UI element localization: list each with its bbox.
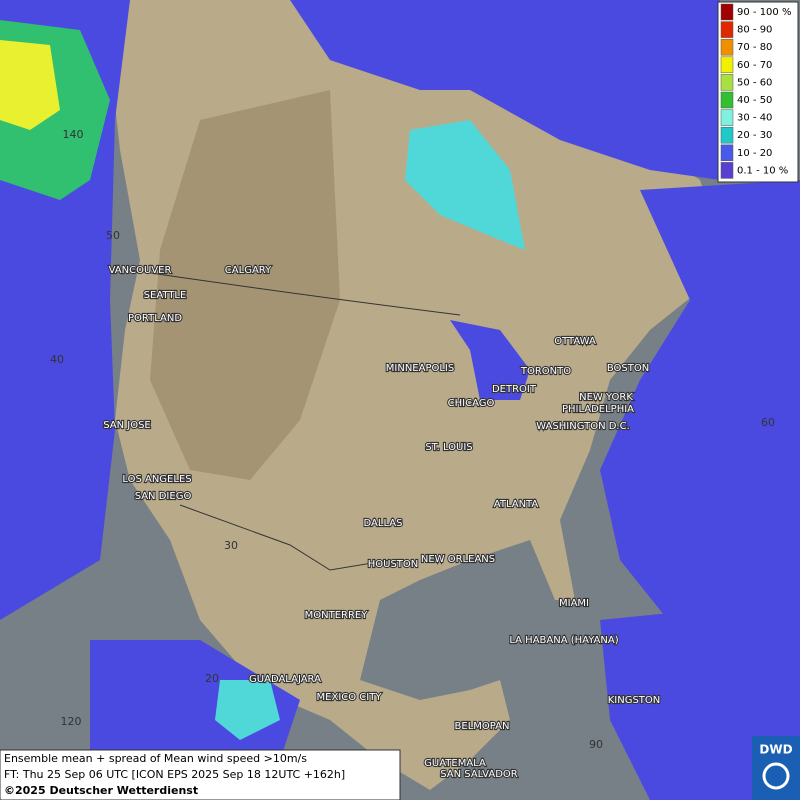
legend-swatch bbox=[720, 56, 734, 74]
grid-label: 120 bbox=[61, 715, 82, 728]
city-label: KINGSTON bbox=[608, 695, 661, 706]
city-label: VANCOUVER bbox=[109, 265, 172, 276]
city-label: LA HABANA (HAYANA) bbox=[509, 635, 618, 646]
wind-pacific-peak bbox=[0, 40, 60, 130]
grid-label: 30 bbox=[224, 539, 238, 552]
city-label: GUATEMALA bbox=[424, 758, 486, 769]
grid-label: 60 bbox=[761, 416, 775, 429]
grid-label: 50 bbox=[106, 229, 120, 242]
legend-swatch bbox=[720, 3, 734, 21]
city-label: CALGARY bbox=[225, 265, 272, 276]
city-label: WASHINGTON D.C. bbox=[536, 421, 630, 432]
wind-mexico-pacific-high bbox=[215, 680, 280, 740]
city-label: MONTERREY bbox=[305, 610, 369, 621]
border bbox=[179, 504, 391, 571]
wind-atlantic bbox=[600, 180, 800, 700]
wind-great-lakes bbox=[450, 320, 530, 400]
city-label: DALLAS bbox=[364, 518, 403, 529]
grid-label: 140 bbox=[63, 128, 84, 141]
legend-label: 50 - 60 bbox=[737, 77, 772, 88]
city-label: SEATTLE bbox=[144, 290, 187, 301]
grid-label: 20 bbox=[205, 672, 219, 685]
city-label: ST. LOUIS bbox=[425, 442, 472, 453]
legend-label: 90 - 100 % bbox=[737, 7, 791, 18]
legend-swatch bbox=[720, 91, 734, 109]
legend-label: 40 - 50 bbox=[737, 95, 772, 106]
city-label: BOSTON bbox=[607, 363, 649, 374]
footer-line: ©2025 Deutscher Wetterdienst bbox=[4, 784, 198, 797]
logo-text: DWD bbox=[759, 743, 792, 757]
logo-swirl bbox=[762, 762, 790, 790]
wind-arctic bbox=[290, 0, 720, 180]
legend-label: 30 - 40 bbox=[737, 113, 772, 124]
labels: 90 - 100 % 80 - 90 70 - 80 60 - 70 50 - 60 40… bbox=[4, 3, 793, 797]
city-label: MIAMI bbox=[559, 598, 589, 609]
footer-box bbox=[0, 749, 401, 800]
city-label: LOS ANGELES bbox=[122, 474, 191, 485]
city-label: BELMOPAN bbox=[455, 721, 510, 732]
city-label: NEW YORK bbox=[579, 392, 633, 403]
city-label: ATLANTA bbox=[494, 499, 539, 510]
city-label: SAN DIEGO bbox=[135, 491, 192, 502]
grid-label: 90 bbox=[589, 738, 603, 751]
city-label: PHILADELPHIA bbox=[562, 404, 634, 415]
city-label: DETROIT bbox=[492, 384, 537, 395]
city-label: CHICAGO bbox=[448, 398, 495, 409]
legend-swatch bbox=[720, 74, 734, 91]
city-label: NEW ORLEANS bbox=[421, 554, 495, 565]
city-label: MINNEAPOLIS bbox=[386, 363, 454, 374]
city-label: OTTAWA bbox=[554, 336, 596, 347]
city-label: TORONTO bbox=[520, 366, 571, 377]
wind-caribbean bbox=[600, 600, 800, 800]
legend-swatch bbox=[720, 126, 734, 144]
legend-label: 70 - 80 bbox=[737, 42, 772, 53]
legend-label: 20 - 30 bbox=[737, 130, 772, 141]
legend-label: 0.1 - 10 % bbox=[737, 165, 788, 176]
city-label: PORTLAND bbox=[128, 313, 182, 324]
grid-label: 40 bbox=[50, 353, 64, 366]
legend-swatch bbox=[720, 162, 734, 179]
border bbox=[129, 269, 461, 316]
mountains bbox=[150, 90, 340, 480]
wind-hudson bbox=[405, 120, 525, 250]
legend-label: 10 - 20 bbox=[737, 148, 772, 159]
footer-line: FT: Thu 25 Sep 06 UTC [ICON EPS 2025 Sep… bbox=[4, 768, 345, 781]
footer-line: Ensemble mean + spread of Mean wind spee… bbox=[4, 752, 307, 765]
city-label: MEXICO CITY bbox=[317, 692, 383, 703]
city-label: SAN SALVADOR bbox=[440, 769, 517, 780]
legend-swatch bbox=[720, 21, 734, 38]
city-label: GUADALAJARA bbox=[249, 674, 321, 685]
city-label: HOUSTON bbox=[368, 559, 419, 570]
legend-label: 60 - 70 bbox=[737, 60, 772, 71]
legend-swatch bbox=[720, 144, 734, 162]
legend-swatch bbox=[720, 38, 734, 56]
legend-label: 80 - 90 bbox=[737, 25, 772, 36]
legend-swatch bbox=[720, 109, 734, 126]
city-label: SAN JOSE bbox=[103, 420, 151, 431]
